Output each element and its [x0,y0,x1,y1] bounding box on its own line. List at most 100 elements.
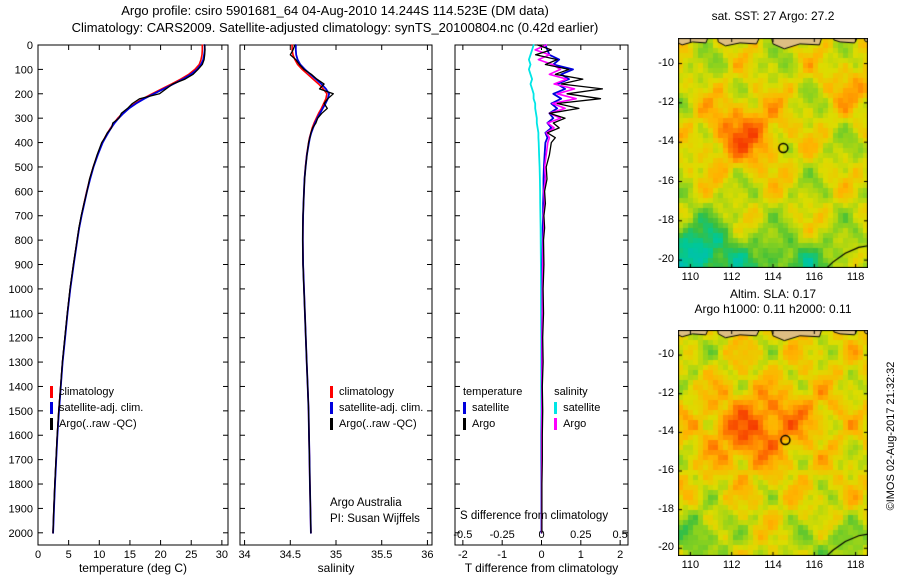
legend-row-climatology: climatology [330,384,423,400]
map-lat-tick-label: -14 [658,135,674,148]
s-axis-label: S difference from climatology [460,510,608,522]
argo-line-swatch [330,418,333,430]
legend-row-s-satellite: satellite [554,400,642,416]
map-lon-tick-label: 112 [722,271,741,283]
depth-tick-label: 1600 [9,430,33,442]
x-tick-label: 0 [538,549,544,561]
satellite-adj-line-swatch [50,402,53,414]
pi-note: PI: Susan Wijffels [330,513,420,525]
depth-tick-label: 800 [15,235,33,247]
depth-tick-label: 700 [15,211,33,223]
map-lat-tick-label: -18 [658,502,674,515]
legend-row-argo: Argo(..raw -QC) [330,416,423,432]
legend-label-t-satellite: satellite [472,402,510,414]
plot-border [239,44,433,546]
map-lat-tick-label: -20 [658,253,674,266]
series-line-climatology [52,44,204,534]
difference-panel-legend: temperature satellite Argo salinity sate… [463,384,642,432]
x-tick-label: 5 [66,549,72,561]
sst-map-title: sat. SST: 27 Argo: 27.2 [711,9,835,23]
temperature-legend-column: temperature satellite Argo [463,384,551,432]
depth-tick-label: 1000 [9,284,33,296]
x-tick-label: 34.5 [280,549,301,561]
sla-map [678,330,868,556]
legend-label-argo: Argo(..raw -QC) [339,418,417,430]
map-lon-tick-label: 116 [805,271,824,283]
x-tick-label: 0 [35,549,41,561]
temperature-panel-legend: climatology satellite-adj. clim. Argo(..… [50,384,143,432]
s-tick-label: 0.5 [612,529,627,541]
x-axis-label: T difference from climatology [465,561,619,575]
plot-border [37,44,229,546]
legend-label-s-satellite: satellite [563,402,601,414]
s-tick-label: -0.5 [453,529,472,541]
map-lon-tick-label: 116 [805,559,824,571]
figure-title-line2: Climatology: CARS2009. Satellite-adjuste… [71,20,599,35]
x-axis-label: salinity [318,561,355,575]
map-lat-tick-label: -12 [658,386,674,399]
legend-label-satellite: satellite-adj. clim. [339,402,424,414]
map-lat-tick-label: -16 [658,174,674,187]
salinity-profile-panel: 34 34.5 35 35.5 36 salinity [238,44,434,575]
depth-tick-label: 1400 [9,381,33,393]
legend-row-satellite: satellite-adj. clim. [50,400,143,416]
map-lat-tick-label: -16 [658,464,674,476]
temperature-legend-header: temperature [463,386,523,398]
map-lat-tick-label: -14 [658,425,674,438]
series-line-t-satellite [540,44,574,534]
depth-tick-label: 1100 [9,308,33,320]
depth-tick-label: 600 [15,186,33,198]
x-tick-label: 36 [421,549,433,561]
s-satellite-line-swatch [554,402,558,414]
map-lon-tick-label: 118 [846,271,865,283]
climatology-line-swatch [330,386,333,398]
x-tick-label: -1 [497,549,507,561]
map-lon-tick-label: 110 [681,559,700,571]
depth-tick-label: 900 [15,260,33,272]
map-lon-tick-label: 114 [764,271,782,283]
t-argo-line-swatch [463,418,466,430]
depth-tick-label: 1500 [9,406,33,418]
depth-tick-label: 200 [15,89,33,101]
legend-label-argo: Argo(..raw -QC) [59,418,137,430]
x-tick-label: 34 [238,549,250,561]
imos-credit: ©IMOS 02-Aug-2017 21:32:32 [885,361,897,511]
x-tick-label: -2 [458,549,468,561]
legend-label-t-argo: Argo [472,418,496,430]
difference-profile-panel: -2 -1 0 1 2T difference from climatology S di… [453,44,629,575]
depth-tick-label: 1900 [9,503,33,515]
climatology-line-swatch [50,386,53,398]
s-tick-label: -0.25 [490,529,515,541]
legend-row-t-argo: Argo [463,416,551,432]
s-tick-label: 0.25 [570,529,591,541]
depth-tick-label: 0 [27,40,33,52]
s-tick-label: 0 [538,529,544,541]
depth-tick-label: 1700 [9,455,33,467]
sla-map-title-line1: Altim. SLA: 0.17 [729,287,817,301]
argo-line-swatch [50,418,53,430]
depth-tick-label: 2000 [9,528,33,540]
figure-title-line1: Argo profile: csiro 5901681_64 04-Aug-20… [121,3,549,18]
map-lat-tick-label: -12 [658,95,674,108]
depth-tick-label: 1200 [9,333,33,345]
depth-tick-label: 400 [15,138,33,150]
salinity-panel-legend: climatology satellite-adj. clim. Argo(..… [330,384,423,432]
legend-row-climatology: climatology [50,384,143,400]
legend-row-t-satellite: satellite [463,400,551,416]
depth-tick-label: 500 [15,162,33,174]
salinity-legend-header: salinity [554,386,588,398]
depth-tick-label: 100 [15,64,33,76]
map-lon-tick-label: 114 [764,559,782,571]
legend-row-argo: Argo(..raw -QC) [50,416,143,432]
legend-row-s-argo: Argo [554,416,642,432]
map-lon-tick-label: 118 [846,559,865,571]
t-satellite-line-swatch [463,402,466,414]
series-line-s-argo [534,44,577,534]
x-tick-label: 2 [617,549,623,561]
argo-australia-note: Argo Australia [330,497,402,509]
depth-tick-label: 1300 [9,357,33,369]
series-line-satellite-adj-clim- [294,44,330,534]
salinity-legend-column: salinity satellite Argo [554,384,642,432]
satellite-adj-line-swatch [330,402,333,414]
depth-tick-label: 1800 [9,479,33,491]
